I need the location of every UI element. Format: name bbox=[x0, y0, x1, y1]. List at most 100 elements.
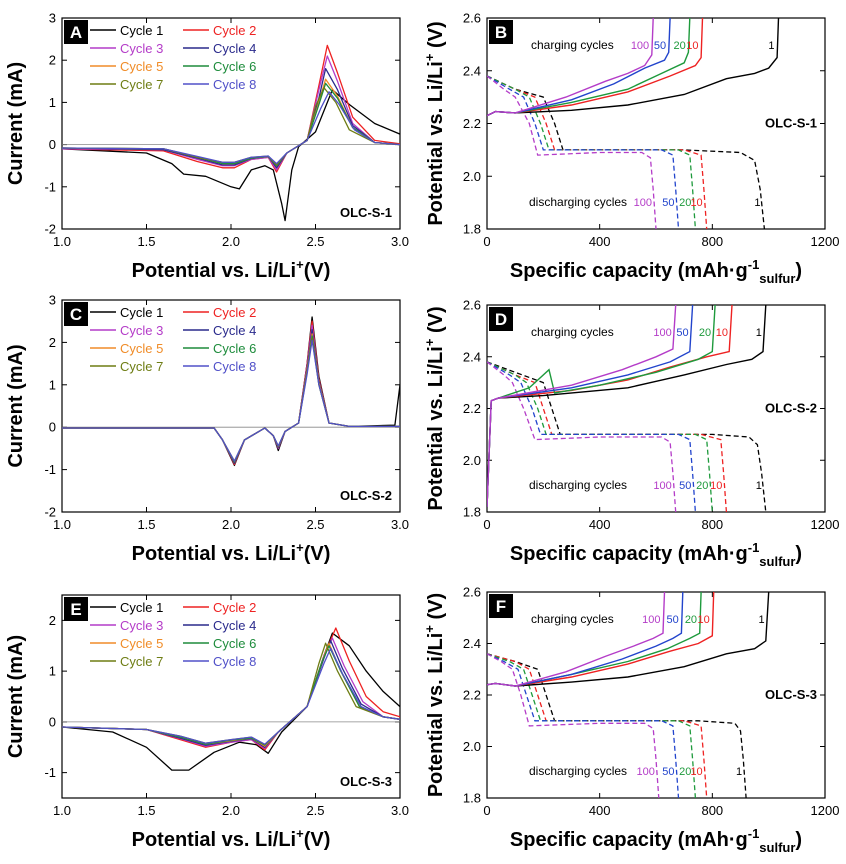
x-axis-title-suffix: ) bbox=[795, 829, 802, 851]
series-line-cycle-7 bbox=[62, 86, 400, 166]
panel-label: C bbox=[70, 305, 82, 324]
legend-entry: Cycle 6 bbox=[213, 636, 256, 651]
y-tick-label: -2 bbox=[44, 222, 56, 237]
panel-d: 0 400 800 1200 1.8 2.0 2.2 2.4 2.6 Specific capac… bbox=[422, 298, 839, 570]
y-axis-title-main: Potential vs. Li/Li bbox=[425, 61, 447, 225]
panel-label-box bbox=[64, 597, 88, 621]
x-tick-label: 1.0 bbox=[53, 803, 71, 818]
charge-cycle-label-100: 100 bbox=[653, 327, 671, 339]
charge-curve-cycle-100 bbox=[487, 592, 666, 687]
x-axis-title-main: Specific capacity (mAh·g bbox=[510, 829, 748, 851]
discharge-cycle-label-10: 10 bbox=[710, 480, 722, 492]
legend-entry: Cycle 7 bbox=[120, 359, 163, 374]
y-axis-title-main: Current (mA) bbox=[5, 344, 27, 467]
panel-a: 1.0 1.5 2.0 2.5 3.0 -2 -1 0 1 2 3 Potential vs. Li/… bbox=[5, 11, 409, 283]
charge-cycle-label-20: 20 bbox=[699, 327, 711, 339]
series-line-cycle-8 bbox=[62, 91, 400, 165]
panel-label: F bbox=[496, 597, 506, 616]
x-axis-title-sup: -1 bbox=[748, 257, 760, 272]
y-axis-title-suffix: (V) bbox=[425, 21, 447, 53]
charging-cycles-label: charging cycles bbox=[531, 38, 614, 52]
y-tick-label: 2.4 bbox=[463, 636, 481, 651]
x-axis-title-main: Potential vs. Li/Li bbox=[132, 260, 296, 282]
panel-c: 1.0 1.5 2.0 2.5 3.0 -2 -1 0 1 2 3 Potential vs. Li/… bbox=[5, 293, 409, 566]
x-tick-label: 0 bbox=[483, 803, 490, 818]
y-axis-title: Potential vs. Li/Li+ (V) bbox=[422, 593, 447, 797]
x-axis-title-sub: sulfur bbox=[759, 840, 795, 855]
x-tick-label: 0 bbox=[483, 517, 490, 532]
x-axis-title-suffix: (V) bbox=[304, 543, 331, 565]
plot-area bbox=[62, 316, 400, 467]
discharge-cycle-label-50: 50 bbox=[679, 480, 691, 492]
legend-entry: Cycle 4 bbox=[213, 323, 256, 338]
y-tick-label: 2.2 bbox=[463, 401, 481, 416]
y-tick-label: 0 bbox=[49, 137, 56, 152]
sample-label: OLC-S-3 bbox=[340, 774, 392, 789]
x-tick-label: 1.5 bbox=[137, 517, 155, 532]
series-line-cycle-8 bbox=[62, 339, 400, 462]
y-axis-title-main: Current (mA) bbox=[5, 635, 27, 758]
y-tick-label: 2.2 bbox=[463, 116, 481, 131]
y-axis-title-sup: + bbox=[422, 53, 437, 61]
x-axis-title-sup: + bbox=[296, 257, 304, 272]
y-axis-title-main: Current (mA) bbox=[5, 62, 27, 185]
y-tick-label: 3 bbox=[49, 11, 56, 26]
charge-curve-cycle-1 bbox=[487, 592, 770, 687]
y-axis-title-suffix: (V) bbox=[425, 306, 447, 338]
discharge-curve-cycle-50 bbox=[487, 75, 680, 229]
plot-area bbox=[487, 18, 780, 229]
x-tick-label: 800 bbox=[701, 517, 723, 532]
discharge-cycle-label-100: 100 bbox=[636, 766, 654, 778]
x-tick-label: 1.0 bbox=[53, 234, 71, 249]
x-tick-label: 1200 bbox=[811, 234, 840, 249]
legend-entry: Cycle 1 bbox=[120, 600, 163, 615]
plot-area bbox=[62, 627, 400, 771]
legend-entry: Cycle 7 bbox=[120, 654, 163, 669]
y-tick-label: 1 bbox=[49, 377, 56, 392]
y-axis-title-main: Potential vs. Li/Li bbox=[425, 346, 447, 510]
x-tick-label: 3.0 bbox=[391, 517, 409, 532]
panel-e: 1.0 1.5 2.0 2.5 3.0 -1 0 1 2 Potential vs. Li/Li+… bbox=[5, 594, 409, 851]
x-axis-title-suffix: ) bbox=[795, 543, 802, 565]
legend-entry: Cycle 4 bbox=[213, 618, 256, 633]
y-axis-title-main: Potential vs. Li/Li bbox=[425, 633, 447, 797]
x-axis-title: Potential vs. Li/Li+(V) bbox=[132, 257, 331, 282]
charge-curve-cycle-100 bbox=[487, 305, 677, 507]
discharge-curve-cycle-50 bbox=[487, 653, 680, 798]
x-tick-label: 2.5 bbox=[306, 803, 324, 818]
x-tick-label: 2.5 bbox=[306, 234, 324, 249]
x-tick-label: 1.0 bbox=[53, 517, 71, 532]
series-line-cycle-1 bbox=[62, 316, 400, 467]
x-tick-label: 1200 bbox=[811, 803, 840, 818]
x-axis-title-sup: + bbox=[296, 540, 304, 555]
discharge-curve-cycle-50 bbox=[487, 361, 697, 512]
x-axis-title-suffix: ) bbox=[795, 260, 802, 282]
y-tick-label: 2 bbox=[49, 613, 56, 628]
series-line-cycle-6 bbox=[62, 82, 400, 167]
charge-cycle-label-20: 20 bbox=[685, 614, 697, 626]
y-tick-label: 2.0 bbox=[463, 453, 481, 468]
legend-entry: Cycle 6 bbox=[213, 341, 256, 356]
sample-label: OLC-S-2 bbox=[340, 488, 392, 503]
x-tick-label: 1200 bbox=[811, 517, 840, 532]
y-tick-label: 2.4 bbox=[463, 63, 481, 78]
y-tick-label: -2 bbox=[44, 505, 56, 520]
panel-label: A bbox=[70, 23, 82, 42]
discharge-curve-cycle-10 bbox=[487, 653, 708, 798]
y-tick-label: 3 bbox=[49, 293, 56, 308]
y-tick-label: 2.6 bbox=[463, 11, 481, 26]
sample-label: OLC-S-1 bbox=[765, 116, 817, 131]
charge-curve-cycle-10 bbox=[487, 592, 715, 687]
panel-b: 0 400 800 1200 1.8 2.0 2.2 2.4 2.6 Specific capac… bbox=[422, 11, 839, 287]
legend: Cycle 1 Cycle 2 Cycle 3 Cycle 4 Cycle 5 Cycle… bbox=[90, 23, 256, 92]
legend-entry: Cycle 2 bbox=[213, 305, 256, 320]
x-axis-title-sup: -1 bbox=[748, 826, 760, 841]
panel-label-box bbox=[489, 307, 513, 331]
y-tick-label: 2.4 bbox=[463, 349, 481, 364]
legend-entry: Cycle 5 bbox=[120, 341, 163, 356]
charge-cycle-label-10: 10 bbox=[716, 327, 728, 339]
legend: Cycle 1 Cycle 2 Cycle 3 Cycle 4 Cycle 5 Cycle… bbox=[90, 305, 256, 374]
discharging-cycles-label: discharging cycles bbox=[529, 195, 627, 209]
y-axis-title: Potential vs. Li/Li+ (V) bbox=[422, 21, 447, 225]
